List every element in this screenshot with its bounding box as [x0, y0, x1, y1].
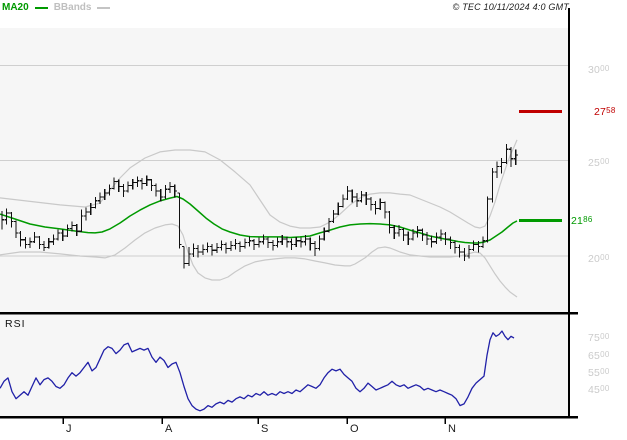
price-label-2500: 2500 — [588, 156, 610, 170]
price-label-2000: 2000 — [588, 252, 610, 266]
month-label-september: S — [261, 423, 269, 435]
ma20-legend-label: MA20 — [2, 2, 29, 13]
price-label-resistance-2758: 2758 — [594, 105, 616, 119]
rsi-panel-title: RSI — [5, 318, 26, 330]
copyright-timestamp: © TEC 10/11/2024 4:0 GMT — [452, 2, 569, 12]
month-label-october: O — [350, 423, 359, 435]
rsi-panel-background — [0, 314, 570, 416]
month-label-november: N — [448, 423, 456, 435]
ma20-legend-dash-icon — [34, 6, 48, 9]
rsi-label-55: 5500 — [588, 366, 610, 380]
bbands-legend-label: BBands — [53, 2, 92, 13]
price-label-ma20-2186: 2186 — [571, 214, 593, 228]
rsi-label-45: 4500 — [588, 383, 610, 397]
month-label-august: A — [165, 423, 173, 435]
legend: MA20 BBands — [2, 2, 111, 13]
bbands-legend-dash-icon — [97, 6, 111, 9]
rsi-label-65: 6500 — [588, 349, 610, 363]
price-panel-background — [0, 28, 570, 313]
rsi-label-75: 7500 — [588, 331, 610, 345]
month-label-july: J — [66, 423, 72, 435]
price-label-3000: 3000 — [588, 63, 610, 77]
